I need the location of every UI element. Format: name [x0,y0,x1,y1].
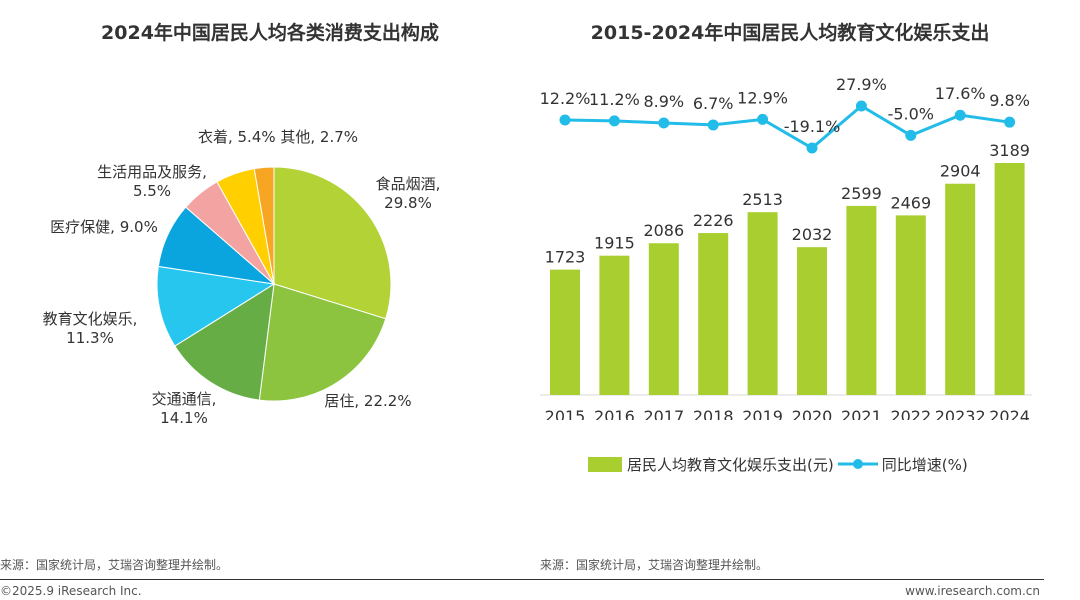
growth-label-2024: 9.8% [989,91,1030,110]
bar-value-label-2024: 3189 [989,141,1030,160]
growth-point-2020 [806,142,818,154]
pie-label-0: 食品烟酒, [376,175,441,193]
bar-2024 [994,163,1025,395]
footer-divider [0,579,1044,580]
bar-chart-source: 来源：国家统计局，艾瑞咨询整理并绘制。 [540,558,769,572]
growth-label-2021: 27.9% [836,75,887,94]
growth-label-2020: -19.1% [784,117,841,136]
x-tick-label-2021: 2021 [841,407,882,420]
bar-value-label-2022: 2469 [890,193,931,212]
growth-point-2022 [905,129,917,141]
growth-point-20232 [954,109,966,121]
chart-legend: 居民人均教育文化娱乐支出(元) 同比增速(%) [588,452,968,476]
pie-label-0-value: 29.8% [384,194,432,212]
pie-label-4: 医疗保健, 9.0% [50,218,158,236]
growth-point-2024 [1004,116,1016,128]
growth-point-2017 [658,117,670,129]
bar-value-label-2016: 1915 [594,234,635,253]
pie-label-3: 教育文化娱乐, [43,310,138,328]
growth-label-2019: 12.9% [737,88,788,107]
bar-2022 [895,215,926,395]
pie-chart-source: 来源：国家统计局，艾瑞咨询整理并绘制。 [0,558,229,572]
growth-line [564,104,1010,150]
bar-line-chart: 1723 2015 1915 2016 2086 2017 2226 2018 2513 2019… [540,75,1032,420]
growth-point-2021 [855,100,867,112]
pie-slice-2 [174,283,275,401]
x-tick-label-2020: 2020 [792,407,833,420]
growth-point-2019 [757,113,769,125]
bar-2020 [797,247,827,395]
pie-label-5-value: 5.5% [133,182,171,200]
x-tick-label-2017: 2017 [643,407,684,420]
bar-value-label-20232: 2904 [940,162,981,181]
pie-label-3-value: 11.3% [66,329,114,347]
bar-value-label-2020: 2032 [792,225,833,244]
bar-value-label-2019: 2513 [742,190,783,209]
pie-label-5: 生活用品及服务, [97,163,207,181]
bar-value-label-2015: 1723 [545,248,586,267]
pie-slice-0 [273,166,392,320]
growth-label-2015: 12.2% [540,89,591,108]
x-tick-label-2015: 2015 [545,407,586,420]
footer-copyright: ©2025.9 iResearch Inc. [0,584,142,598]
pie-slice-7 [253,166,275,285]
bar-2021 [846,205,877,395]
x-tick-label-2022: 2022 [890,407,931,420]
bar-2017 [648,243,679,395]
legend-line-label: 同比增速(%) [881,455,968,474]
bar-value-label-2017: 2086 [643,221,684,240]
pie-label-2: 交通通信, [152,390,217,408]
bar-2016 [599,255,630,395]
x-tick-label-20232: 20232 [935,407,986,420]
bar-value-label-2021: 2599 [841,184,882,203]
growth-point-2018 [707,119,719,131]
bar-2015 [550,269,580,395]
x-tick-label-2024: 2024 [989,407,1030,420]
footer-website[interactable]: www.iresearch.com.cn [905,584,1040,598]
bar-2018 [698,233,729,395]
x-tick-label-2018: 2018 [693,407,734,420]
x-tick-label-2019: 2019 [742,407,783,420]
legend-bar-swatch [588,456,622,472]
bar-chart-title: 2015-2024年中国居民人均教育文化娱乐支出 [590,22,990,44]
bar-20232 [945,183,976,395]
growth-label-20232: 17.6% [935,84,986,103]
growth-label-2017: 8.9% [643,92,684,111]
pie-label-1: 居住, 22.2% [324,392,411,410]
pie-slice-1 [258,283,387,402]
growth-label-2018: 6.7% [693,94,734,113]
growth-label-2016: 11.2% [589,90,640,109]
growth-point-2015 [559,114,571,126]
growth-label-2022: -5.0% [888,104,934,123]
pie-label-6: 衣着, 5.4% 其他, 2.7% [198,128,358,146]
x-tick-label-2016: 2016 [594,407,635,420]
pie-slice-3 [156,265,276,347]
legend-bar-label: 居民人均教育文化娱乐支出(元) [627,455,834,474]
legend-line-swatch [837,459,878,469]
bar-value-label-2018: 2226 [693,211,734,230]
growth-point-2016 [608,115,620,127]
pie-label-2-value: 14.1% [160,409,208,427]
bar-2019 [747,212,778,395]
pie-chart-title: 2024年中国居民人均各类消费支出构成 [101,22,439,44]
pie-chart: 食品烟酒,29.8% 居住, 22.2% 交通通信,14.1% 教育文化娱乐,11.3… [43,128,441,427]
